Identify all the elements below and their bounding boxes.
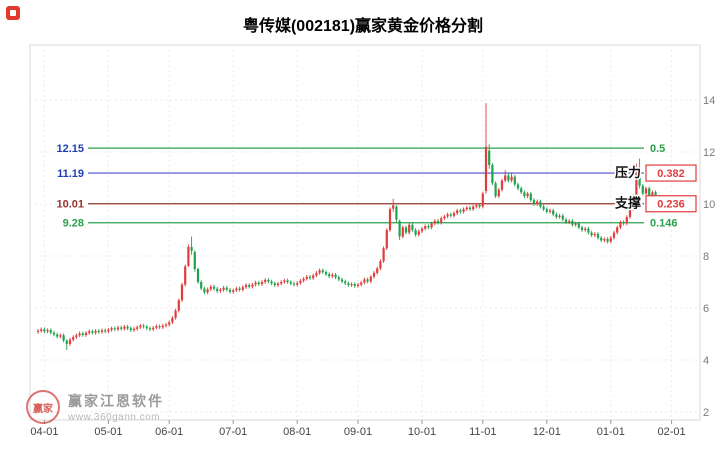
watermark-url-text: www.360gann.com (68, 412, 160, 423)
watermark: 赢家 赢家江恩软件 www.360gann.com (26, 390, 164, 424)
plot-frame (29, 44, 701, 421)
watermark-seal-text: 赢家 (33, 403, 53, 415)
support-label: 支撑 (614, 196, 641, 211)
x-axis-label: 04-01 (30, 426, 58, 438)
watermark-seal-icon: 赢家 (26, 390, 60, 424)
y-axis-label: 6 (703, 303, 709, 315)
y-axis-label: 4 (703, 355, 709, 367)
watermark-brand-text: 赢家江恩软件 (68, 393, 164, 409)
level-price-label: 10.01 (56, 199, 84, 211)
y-axis-label: 10 (703, 199, 715, 211)
level-ratio-box[interactable] (645, 195, 697, 213)
chart-title: 粤传媒(002181)赢家黄金价格分割 (242, 18, 484, 35)
level-price-label: 12.15 (56, 143, 84, 155)
x-axis-label: 07-01 (219, 426, 247, 438)
candlestick-series (36, 103, 657, 351)
level-ratio-box[interactable] (645, 164, 697, 182)
y-axis-label: 2 (703, 407, 709, 419)
level-price-label: 9.28 (63, 218, 84, 230)
x-axis-label: 01-01 (597, 426, 625, 438)
level-ratio-label: 0.382 (657, 168, 685, 180)
level-ratio-label: 0.236 (657, 199, 685, 211)
x-axis-label: 05-01 (94, 426, 122, 438)
x-axis-label: 12-01 (533, 426, 561, 438)
app-logo-icon (6, 6, 20, 20)
y-axis-label: 8 (703, 251, 709, 263)
y-axis-label: 12 (703, 147, 715, 159)
watermark-text-block: 赢家江恩软件 www.360gann.com (68, 391, 164, 423)
x-axis-label: 09-01 (344, 426, 372, 438)
x-axis-label: 11-01 (469, 426, 496, 438)
level-ratio-label: 0.146 (650, 218, 678, 230)
level-ratio-label: 0.5 (650, 143, 665, 155)
level-price-label: 11.19 (57, 168, 84, 180)
y-axis-label: 14 (703, 95, 715, 107)
x-axis-label: 02-01 (658, 426, 686, 438)
x-axis-label: 06-01 (155, 426, 183, 438)
x-axis-label: 10-01 (408, 426, 436, 438)
resistance-label: 压力 (615, 165, 641, 180)
x-axis-label: 08-01 (283, 426, 311, 438)
